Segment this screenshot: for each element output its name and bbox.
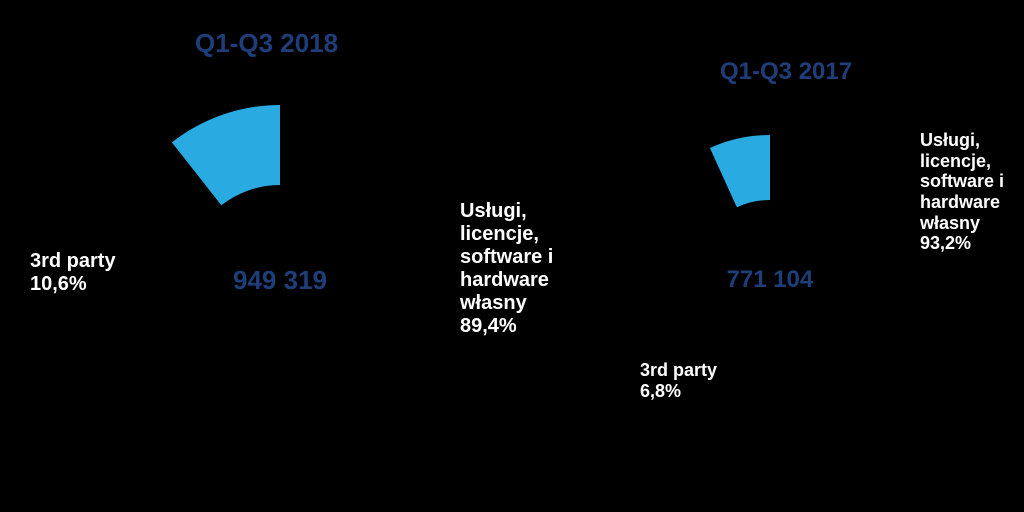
- donut-2017: [0, 0, 1024, 512]
- stage: Q1-Q3 2018 949 319 Usługi,licencje,softw…: [0, 0, 1024, 512]
- label-own-2017: Usługi,licencje,software ihardwarewłasny…: [920, 130, 1004, 254]
- slice-thirdparty-chart2017: [710, 135, 770, 207]
- label-thirdparty-2017: 3rd party6,8%: [640, 360, 717, 401]
- center-value-2017: 771 104: [727, 266, 814, 294]
